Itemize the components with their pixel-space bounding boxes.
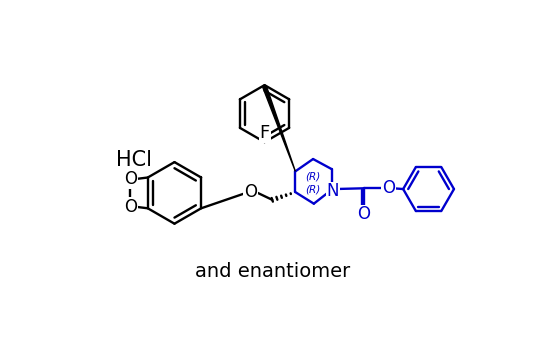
Text: N: N <box>327 182 339 201</box>
Text: O: O <box>124 170 137 188</box>
Text: and enantiomer: and enantiomer <box>195 262 350 281</box>
Text: O: O <box>357 206 370 223</box>
Text: O: O <box>244 183 257 201</box>
Text: F: F <box>259 124 270 142</box>
Text: HCl: HCl <box>116 150 151 170</box>
Text: O: O <box>382 179 395 197</box>
Text: (R)
(R): (R) (R) <box>305 172 320 194</box>
Text: O: O <box>124 198 137 216</box>
Polygon shape <box>263 86 295 171</box>
